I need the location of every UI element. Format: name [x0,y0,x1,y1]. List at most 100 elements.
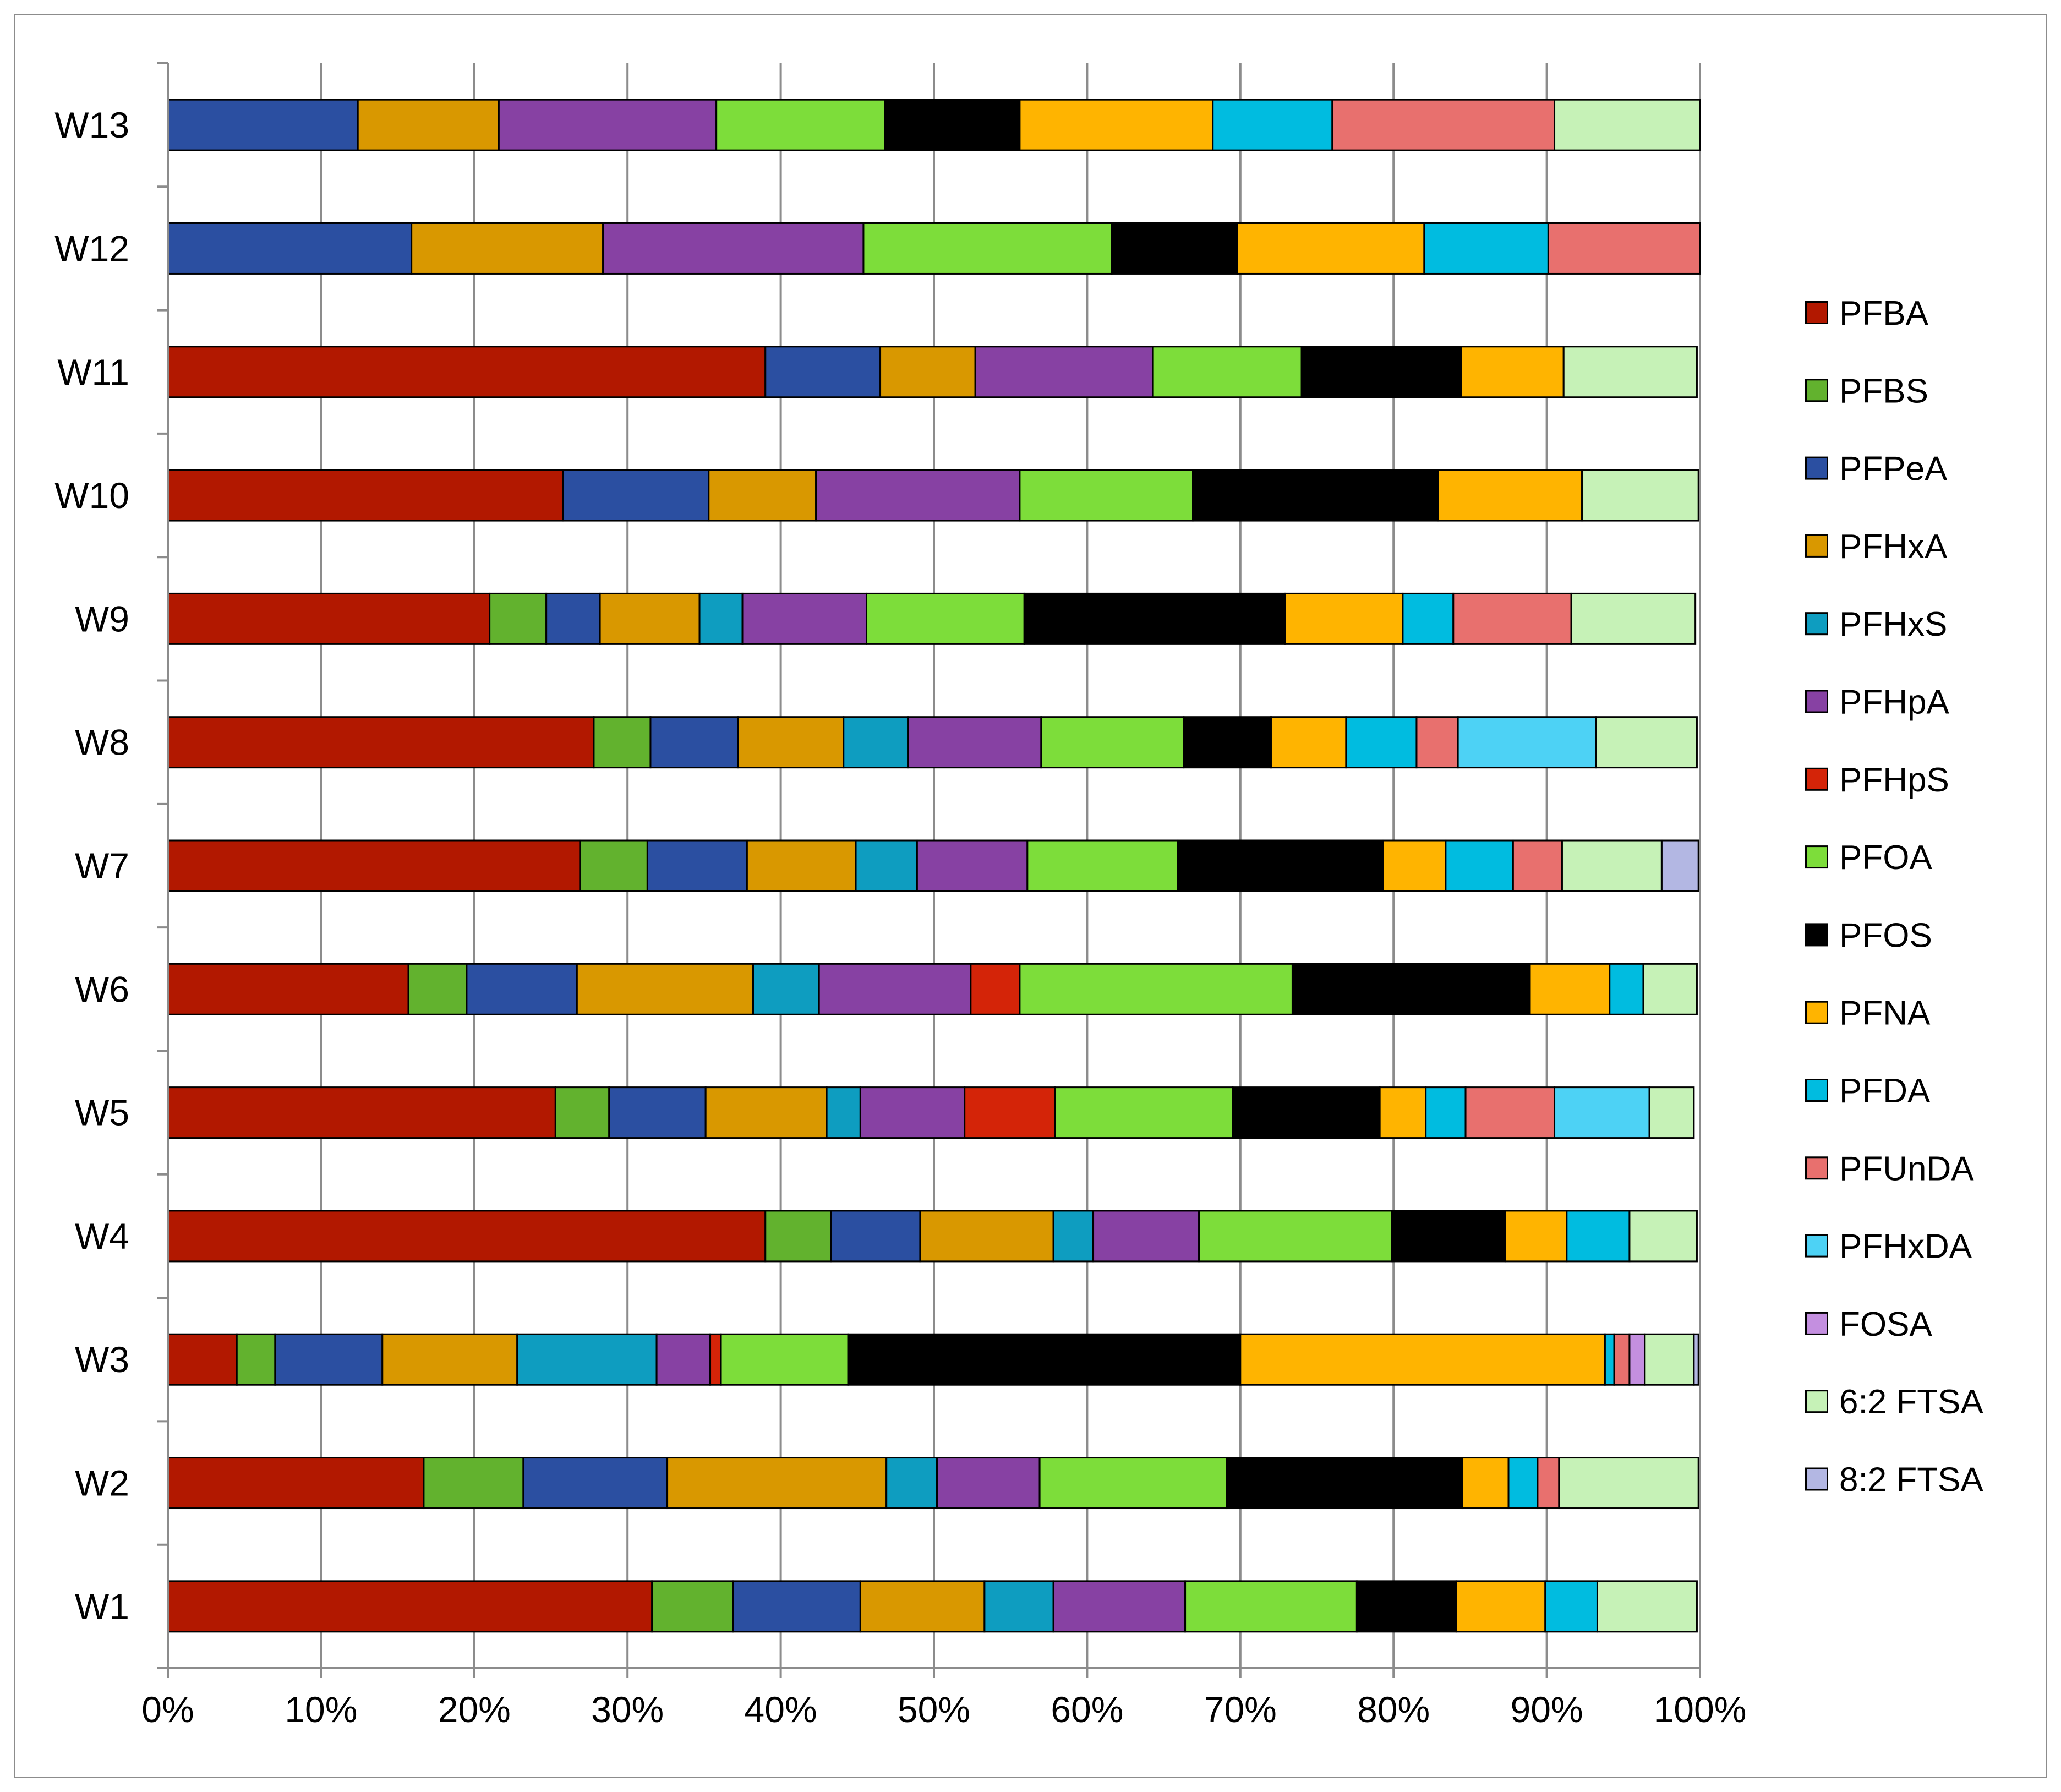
bar-segment-w2-pfpea [522,1457,669,1510]
bar-segment-w2-pfda [1507,1457,1539,1510]
bar-segment-w3-6-2-ftsa [1644,1333,1695,1386]
legend-swatch [1805,379,1828,402]
legend-label: PFNA [1839,995,1931,1032]
bar-segment-w5-pfos [1232,1086,1381,1139]
legend-swatch [1805,534,1828,558]
y-tick-label: W3 [75,1339,129,1380]
bar-segment-w3-pfos [847,1333,1242,1386]
bar-segment-w3-8-2-ftsa [1693,1333,1699,1386]
bar-segment-w10-6-2-ftsa [1581,469,1699,522]
bar-segment-w9-pfhxa [599,592,701,645]
bar-segment-w8-pfhxs [843,716,909,769]
axes: 0% 10% 20% 30% 40% 50% 60% 70% 80% 90% 100% W1 W2 W3 W… [54,62,1747,1730]
bar-segment-w5-pfhxa [704,1086,828,1139]
bar-segment-w7-pfbs [579,839,648,892]
bar-segment-w1-pfhxa [859,1580,986,1633]
bar-segment-w9-pfpea [545,592,601,645]
bar-segment-w13-pfpea [167,99,359,151]
bar-segment-w10-pfba [167,469,564,522]
bar-segment-w12-pfna [1236,222,1425,275]
bar-segment-w9-pfhpa [741,592,868,645]
bar-segment-w13-pfoa [715,99,886,151]
bar-segment-w5-pfba [167,1086,556,1139]
y-tick-label: W11 [57,352,129,392]
stacked-bar-chart: 0% 10% 20% 30% 40% 50% 60% 70% 80% 90% 100% W1 W2 W3 W… [54,62,1984,1730]
legend-label: 6:2 FTSA [1839,1383,1984,1421]
legend-label: PFPeA [1839,450,1948,488]
bar-segment-w1-pfba [167,1580,653,1633]
bar-segment-w11-pfhpa [974,346,1154,398]
bar-segment-w1-pfhpa [1052,1580,1187,1633]
bar-segment-w3-pfbs [236,1333,276,1386]
bar-segment-w7-pfna [1382,839,1447,892]
bars [167,99,1701,1633]
bar-segment-w12-pfpea [167,222,413,275]
y-tick-label: W10 [54,475,129,516]
legend-label: PFBS [1839,372,1928,410]
bar-segment-w13-pfos [884,99,1021,151]
bar-segment-w4-pfba [167,1210,767,1263]
bar-segment-w9-6-2-ftsa [1570,592,1697,645]
bar-segment-w4-pfbs [764,1210,832,1263]
legend-label: 8:2 FTSA [1839,1461,1984,1499]
bar-segment-w2-pfos [1226,1457,1463,1510]
x-tick-label: 80% [1357,1689,1430,1730]
bar-segment-w1-pfoa [1184,1580,1358,1633]
legend-label: PFOS [1839,916,1932,954]
bar-segment-w7-pfpea [646,839,748,892]
legend-label: PFHxS [1839,605,1947,643]
legend-swatch [1805,923,1828,947]
bar-segment-w6-pfos [1291,963,1531,1015]
bar-segment-w3-fosa [1628,1333,1646,1386]
bar-segment-w4-pfhxa [919,1210,1054,1263]
x-tick-label: 10% [285,1689,357,1730]
bar-segment-w4-pfos [1391,1210,1506,1263]
bar-segment-w2-pfhxa [666,1457,888,1510]
x-tick-label: 70% [1204,1689,1277,1730]
bar-segment-w8-pfbs [593,716,652,769]
bar-segment-w7-pfda [1445,839,1514,892]
legend-label: PFDA [1839,1072,1931,1110]
bar-segment-w8-6-2-ftsa [1595,716,1698,769]
bar-segment-w2-pfoa [1038,1457,1228,1510]
bar-segment-w3-pfhpa [655,1333,712,1386]
bar-segment-w11-pfna [1460,346,1565,398]
bar-segment-w1-pfna [1455,1580,1546,1633]
bar-segment-w9-pfna [1284,592,1404,645]
bar-segment-w3-pfna [1239,1333,1606,1386]
legend-swatch [1805,1079,1828,1102]
legend-swatch [1805,1390,1828,1413]
bar-segment-w9-pfos [1023,592,1286,645]
bar-segment-w1-pfpea [732,1580,861,1633]
bar-segment-w2-pfhxs [885,1457,938,1510]
legend: PFBA PFBS PFPeA PFHxA PFHxS PFHpA PFHpS PFOA PFO… [1805,294,1984,1499]
bar-segment-w2-pfbs [423,1457,524,1510]
bar-segment-w5-pfbs [554,1086,610,1139]
x-tick-label: 60% [1051,1689,1123,1730]
legend-swatch [1805,1467,1828,1491]
x-tick-label: 30% [591,1689,664,1730]
bar-segment-w7-pfhxs [855,839,918,892]
bar-segment-w10-pfhpa [815,469,1021,522]
bar-segment-w2-pfna [1461,1457,1510,1510]
x-tick-label: 100% [1654,1689,1747,1730]
bar-segment-w4-pfhxs [1052,1210,1095,1263]
bar-segment-w3-pfhxs [516,1333,658,1386]
bar-segment-w12-pfos [1111,222,1238,275]
x-tick-label: 40% [745,1689,817,1730]
legend-swatch [1805,456,1828,480]
chart-frame: 0% 10% 20% 30% 40% 50% 60% 70% 80% 90% 100% W1 W2 W3 W… [14,14,2047,1778]
legend-swatch [1805,1234,1828,1258]
bar-segment-w2-pfunda [1537,1457,1560,1510]
bar-segment-w13-pfda [1212,99,1333,151]
bar-segment-w5-pfpea [608,1086,707,1139]
y-tick-label: W12 [54,228,129,269]
bar-segment-w6-pfpea [466,963,578,1015]
legend-label: FOSA [1839,1305,1932,1343]
bar-segment-w8-pfhpa [907,716,1042,769]
bar-segment-w13-6-2-ftsa [1554,99,1701,151]
bar-segment-w1-pfda [1544,1580,1598,1633]
bar-segment-w5-pfhxda [1554,1086,1650,1139]
bar-segment-w3-pfda [1604,1333,1615,1386]
bar-segment-w6-6-2-ftsa [1642,963,1698,1015]
